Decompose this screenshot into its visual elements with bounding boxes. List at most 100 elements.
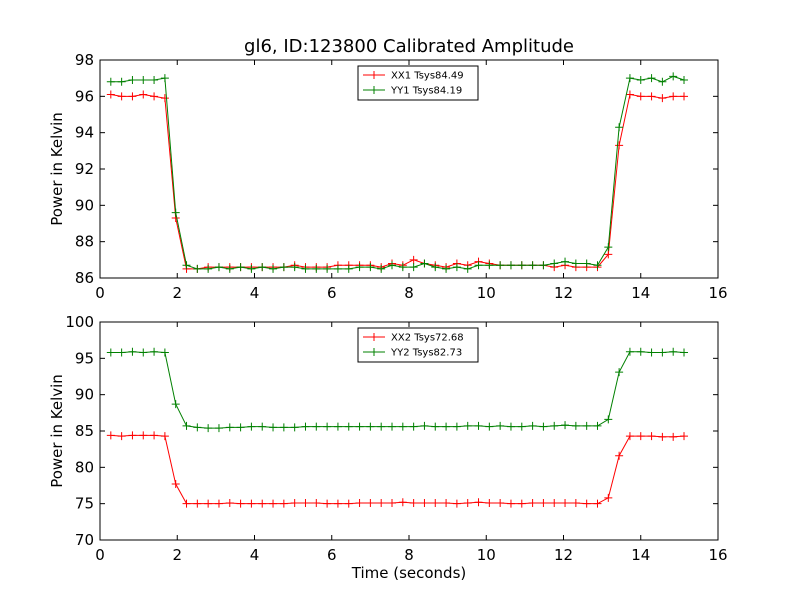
data-point: [106, 77, 115, 86]
data-point: [312, 264, 321, 273]
x-tick-label: 12: [554, 284, 573, 302]
data-point: [582, 499, 591, 508]
data-point: [204, 424, 213, 433]
data-point: [485, 261, 494, 270]
data-point: [117, 348, 126, 357]
data-point: [344, 264, 353, 273]
data-point: [366, 263, 375, 272]
data-point: [139, 75, 148, 84]
data-point: [528, 498, 537, 507]
data-point: [355, 422, 364, 431]
data-point: [128, 75, 137, 84]
data-point: [669, 92, 678, 101]
data-point: [539, 422, 548, 431]
data-point: [106, 90, 115, 99]
data-point: [420, 421, 429, 430]
data-point: [550, 421, 559, 430]
series-2-1: [106, 431, 689, 508]
data-point: [258, 263, 267, 272]
series-line: [110, 434, 685, 505]
data-point: [279, 263, 288, 272]
legend: XX2 Tsys72.68 YY2 Tsys82.73: [357, 327, 479, 363]
data-point: [571, 259, 580, 268]
data-point: [463, 264, 472, 273]
data-point: [593, 421, 602, 430]
data-point: [474, 261, 483, 270]
data-point: [496, 421, 505, 430]
data-point: [225, 264, 234, 273]
data-point: [236, 423, 245, 432]
data-point: [463, 421, 472, 430]
chart-panel-2: 0 2 4 6 8 10 12 14 16 70 75 80 85 90 95 100 Power in Kel…: [48, 313, 728, 582]
x-tick-label: 0: [95, 546, 105, 564]
legend-marker: [370, 333, 378, 341]
data-point: [442, 498, 451, 507]
data-point: [193, 499, 202, 508]
legend-marker: [370, 86, 378, 94]
data-point: [517, 422, 526, 431]
data-point: [139, 431, 148, 440]
data-point: [420, 498, 429, 507]
data-point: [647, 432, 656, 441]
x-tick-label: 4: [250, 546, 260, 564]
data-point: [604, 250, 613, 259]
legend-box: [357, 327, 479, 363]
x-tick-label: 14: [631, 546, 650, 564]
legend-marker: [370, 71, 378, 79]
data-point: [160, 94, 169, 103]
data-point: [669, 72, 678, 81]
data-point: [496, 498, 505, 507]
data-point: [398, 422, 407, 431]
legend-label: YY1 Tsys84.19: [390, 86, 462, 97]
y-tick-label: 80: [75, 458, 94, 476]
data-point: [496, 261, 505, 270]
data-point: [571, 421, 580, 430]
data-point: [604, 243, 613, 252]
data-point: [669, 432, 678, 441]
legend-label: XX1 Tsys84.49: [391, 71, 464, 82]
data-point: [680, 432, 689, 441]
data-point: [117, 432, 126, 441]
data-point: [366, 422, 375, 431]
data-point: [117, 92, 126, 101]
data-point: [366, 498, 375, 507]
data-point: [582, 259, 591, 268]
data-point: [355, 498, 364, 507]
data-point: [615, 368, 624, 377]
data-point: [409, 498, 418, 507]
data-point: [106, 431, 115, 440]
data-point: [269, 264, 278, 273]
series-1-1: [106, 90, 689, 273]
data-point: [593, 499, 602, 508]
x-tick-label: 14: [631, 284, 650, 302]
data-point: [333, 499, 342, 508]
data-point: [225, 423, 234, 432]
data-point: [409, 263, 418, 272]
data-point: [279, 423, 288, 432]
data-point: [312, 422, 321, 431]
series-1-2: [106, 72, 689, 273]
data-point: [128, 92, 137, 101]
y-tick-label: 98: [75, 51, 94, 69]
data-point: [582, 421, 591, 430]
data-point: [139, 90, 148, 99]
data-point: [128, 431, 137, 440]
y-tick-label: 90: [75, 386, 94, 404]
data-point: [636, 75, 645, 84]
data-point: [225, 498, 234, 507]
x-tick-label: 12: [554, 546, 573, 564]
data-point: [409, 255, 418, 264]
y-tick-label: 92: [75, 160, 94, 178]
x-tick-label: 2: [172, 546, 182, 564]
data-point: [258, 499, 267, 508]
data-point: [290, 423, 299, 432]
x-tick-label: 8: [404, 546, 414, 564]
data-point: [431, 498, 440, 507]
data-point: [290, 263, 299, 272]
data-point: [658, 432, 667, 441]
data-point: [355, 263, 364, 272]
data-point: [333, 422, 342, 431]
data-point: [182, 261, 191, 270]
x-tick-label: 4: [250, 284, 260, 302]
